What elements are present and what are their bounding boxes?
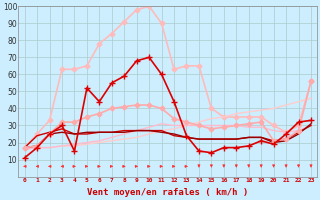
X-axis label: Vent moyen/en rafales ( km/h ): Vent moyen/en rafales ( km/h ) [87, 188, 248, 197]
